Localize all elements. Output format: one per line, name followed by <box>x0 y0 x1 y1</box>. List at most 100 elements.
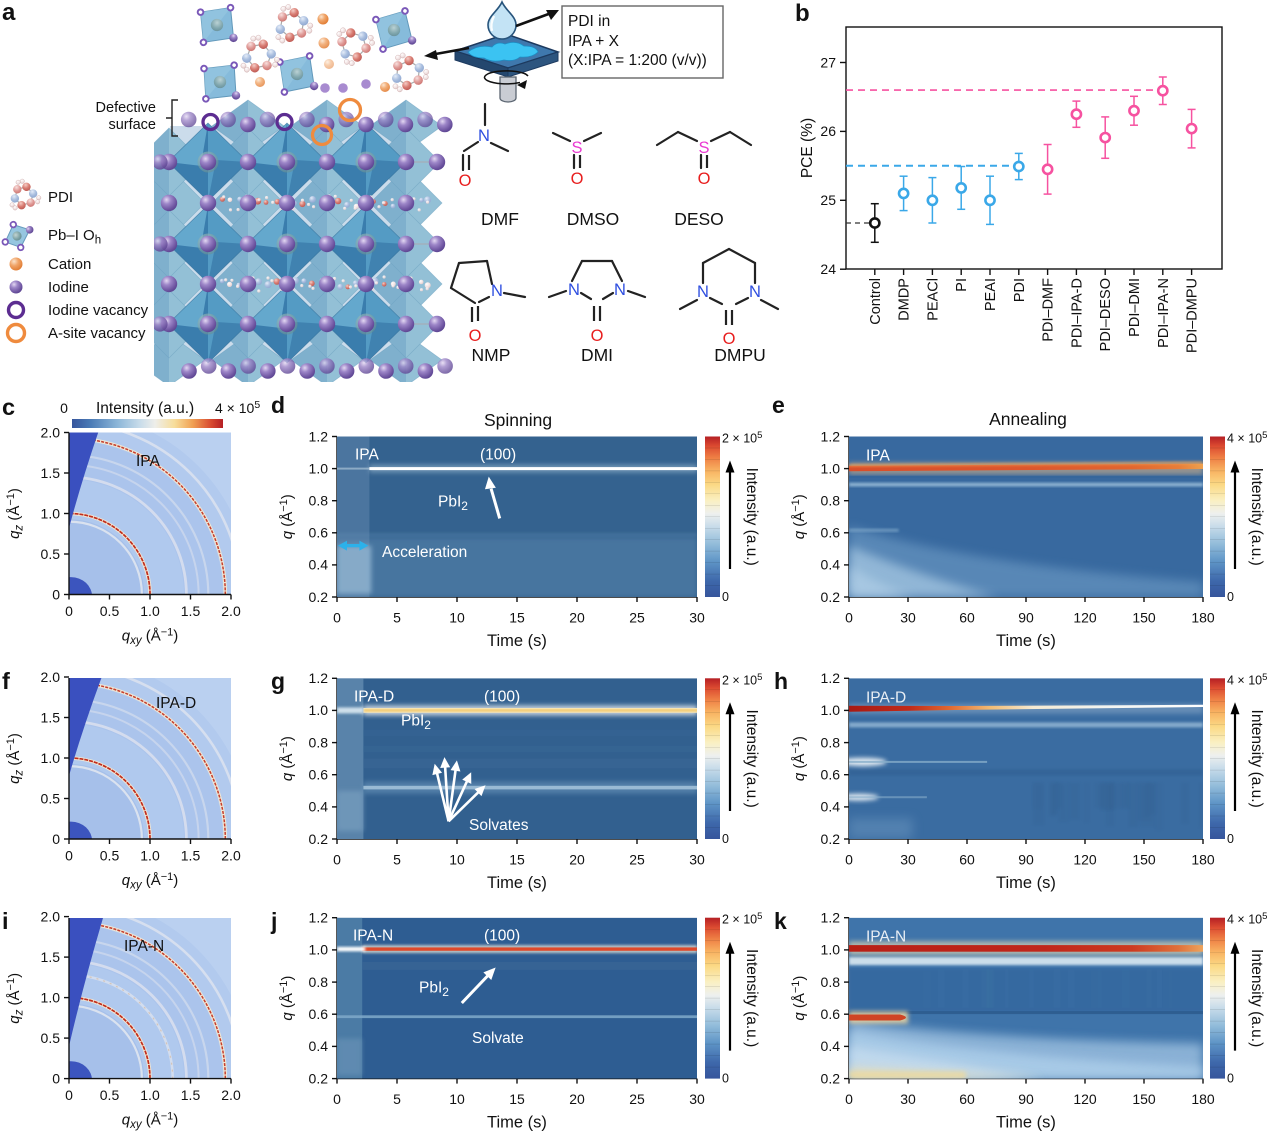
svg-text:qz (Å−1): qz (Å−1) <box>5 733 26 784</box>
svg-text:1.0: 1.0 <box>41 750 61 766</box>
svg-text:30: 30 <box>689 1091 705 1107</box>
svg-text:Iodine vacancy: Iodine vacancy <box>48 302 149 319</box>
svg-text:Intensity (a.u.): Intensity (a.u.) <box>1248 949 1265 1047</box>
svg-text:c: c <box>2 394 15 420</box>
svg-text:1.0: 1.0 <box>821 702 841 718</box>
svg-text:N: N <box>491 282 503 300</box>
svg-text:0: 0 <box>845 852 853 868</box>
svg-text:j: j <box>270 908 277 934</box>
svg-text:PbI2: PbI2 <box>401 713 431 733</box>
svg-text:O: O <box>591 327 604 345</box>
svg-text:20: 20 <box>569 1091 585 1107</box>
svg-text:PCE (%): PCE (%) <box>799 118 816 178</box>
svg-text:IPA: IPA <box>355 447 379 464</box>
svg-text:O: O <box>723 330 736 348</box>
svg-text:IPA-D: IPA-D <box>156 695 196 712</box>
svg-text:0.8: 0.8 <box>309 493 329 509</box>
svg-text:180: 180 <box>1191 610 1215 626</box>
svg-text:Spinning: Spinning <box>484 410 552 430</box>
svg-text:q (Å−1): q (Å−1) <box>278 494 296 539</box>
svg-text:0.4: 0.4 <box>821 557 841 573</box>
svg-text:0.4: 0.4 <box>309 799 329 815</box>
svg-text:0.6: 0.6 <box>309 1006 329 1022</box>
svg-text:0.4: 0.4 <box>309 557 329 573</box>
svg-text:0.5: 0.5 <box>41 790 61 806</box>
svg-text:0.6: 0.6 <box>309 525 329 541</box>
svg-text:4 × 105: 4 × 105 <box>215 399 260 416</box>
svg-text:Time (s): Time (s) <box>996 1114 1056 1132</box>
svg-text:25: 25 <box>629 852 645 868</box>
svg-text:0.4: 0.4 <box>309 1038 329 1054</box>
svg-text:0.8: 0.8 <box>309 974 329 990</box>
svg-text:Intensity (a.u.): Intensity (a.u.) <box>743 468 760 566</box>
svg-text:1.2: 1.2 <box>821 428 841 444</box>
svg-text:0.2: 0.2 <box>821 1070 841 1086</box>
svg-text:IPA-N: IPA-N <box>866 929 906 946</box>
svg-text:PEACl: PEACl <box>925 278 941 321</box>
svg-text:1.0: 1.0 <box>41 989 61 1005</box>
svg-text:1.2: 1.2 <box>821 910 841 926</box>
svg-text:PbI2: PbI2 <box>438 493 468 513</box>
svg-text:10: 10 <box>449 610 465 626</box>
svg-text:O: O <box>459 172 472 190</box>
svg-text:10: 10 <box>449 852 465 868</box>
svg-text:150: 150 <box>1132 852 1156 868</box>
svg-text:Time (s): Time (s) <box>996 874 1056 892</box>
svg-text:IPA-D: IPA-D <box>354 688 394 705</box>
svg-text:DESO: DESO <box>674 209 724 229</box>
svg-text:Intensity (a.u.): Intensity (a.u.) <box>96 400 194 417</box>
svg-text:0: 0 <box>65 1087 73 1103</box>
svg-text:Intensity (a.u.): Intensity (a.u.) <box>1248 710 1265 808</box>
svg-text:0: 0 <box>52 831 60 847</box>
svg-text:(100): (100) <box>484 688 520 705</box>
svg-text:0: 0 <box>65 848 73 864</box>
svg-text:30: 30 <box>689 852 705 868</box>
svg-text:1.0: 1.0 <box>309 460 329 476</box>
svg-text:IPA + X: IPA + X <box>568 33 620 50</box>
svg-text:A-site vacancy: A-site vacancy <box>48 325 146 342</box>
svg-text:27: 27 <box>820 54 836 70</box>
svg-text:26: 26 <box>820 123 836 139</box>
svg-text:2.0: 2.0 <box>221 603 241 619</box>
svg-text:2.0: 2.0 <box>41 424 61 440</box>
svg-text:120: 120 <box>1073 1091 1097 1107</box>
svg-text:1.5: 1.5 <box>181 603 201 619</box>
svg-text:5: 5 <box>393 852 401 868</box>
svg-text:1.0: 1.0 <box>821 460 841 476</box>
svg-text:a: a <box>2 0 16 26</box>
svg-text:PDI: PDI <box>48 189 73 206</box>
svg-text:60: 60 <box>959 1091 975 1107</box>
svg-text:0: 0 <box>333 1091 341 1107</box>
svg-text:qxy (Å−1): qxy (Å−1) <box>122 1111 179 1132</box>
svg-text:1.2: 1.2 <box>309 670 329 686</box>
svg-text:15: 15 <box>509 1091 525 1107</box>
svg-text:0.8: 0.8 <box>821 734 841 750</box>
svg-text:0: 0 <box>722 590 729 604</box>
svg-text:30: 30 <box>900 1091 916 1107</box>
svg-text:DMI: DMI <box>581 345 613 365</box>
svg-text:Intensity (a.u.): Intensity (a.u.) <box>743 949 760 1047</box>
svg-text:0.5: 0.5 <box>41 1030 61 1046</box>
svg-text:PI: PI <box>954 278 970 292</box>
svg-text:N: N <box>749 283 761 301</box>
svg-text:5: 5 <box>393 610 401 626</box>
svg-text:0.6: 0.6 <box>821 1006 841 1022</box>
svg-text:1.5: 1.5 <box>181 1087 201 1103</box>
svg-text:25: 25 <box>820 192 836 208</box>
svg-text:4 × 105: 4 × 105 <box>1227 911 1267 927</box>
svg-text:0.4: 0.4 <box>821 799 841 815</box>
svg-text:0: 0 <box>1227 590 1234 604</box>
svg-text:PDI–DMF: PDI–DMF <box>1041 278 1057 342</box>
svg-text:PDI–DESO: PDI–DESO <box>1098 278 1114 351</box>
svg-text:0.2: 0.2 <box>309 831 329 847</box>
svg-text:Iodine: Iodine <box>48 279 89 296</box>
svg-text:PDI–DMI: PDI–DMI <box>1127 278 1143 337</box>
svg-text:1.5: 1.5 <box>41 465 61 481</box>
svg-text:0: 0 <box>845 1091 853 1107</box>
svg-text:2.0: 2.0 <box>41 908 61 924</box>
svg-text:h: h <box>774 668 788 694</box>
svg-text:0.2: 0.2 <box>309 1070 329 1086</box>
svg-text:qxy (Å−1): qxy (Å−1) <box>122 871 179 892</box>
svg-text:O: O <box>571 170 584 188</box>
svg-text:q (Å−1): q (Å−1) <box>790 736 808 781</box>
